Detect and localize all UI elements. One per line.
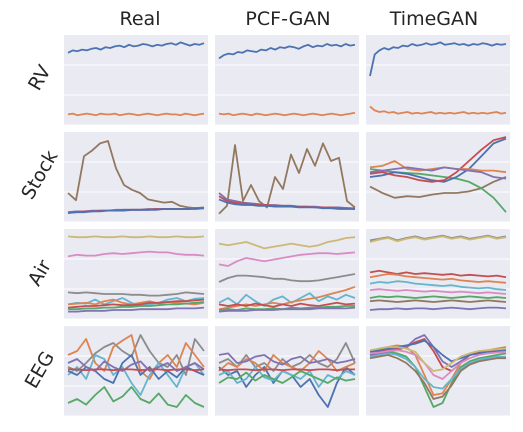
series-line-7 xyxy=(218,368,355,372)
series-line-6 xyxy=(218,352,356,366)
series-line-4 xyxy=(218,292,356,307)
series-line-7 xyxy=(68,368,205,372)
series-line-4 xyxy=(369,273,507,284)
series-line-8 xyxy=(369,299,507,303)
column-titles: Real PCF-GAN TimeGAN xyxy=(120,8,479,30)
row-label-stock: Stock xyxy=(17,147,62,204)
series-line-3 xyxy=(369,269,507,279)
series-line-5 xyxy=(369,352,506,390)
panel-air-pcf-gan xyxy=(215,229,359,320)
series-line-1 xyxy=(67,235,205,239)
series-line-1 xyxy=(218,43,356,60)
panel-air-real xyxy=(64,229,208,320)
series-line-7 xyxy=(68,301,205,311)
series-line-9 xyxy=(369,346,507,372)
series-line-2 xyxy=(369,235,507,243)
series-line-3 xyxy=(218,273,356,283)
series-line-5 xyxy=(369,280,507,291)
series-line-4 xyxy=(67,354,205,396)
series-line-8 xyxy=(218,306,356,313)
series-line-2 xyxy=(218,111,356,117)
column-title-timegan: TimeGAN xyxy=(389,8,478,30)
series-line-1 xyxy=(369,41,507,77)
series-line-2 xyxy=(67,334,205,376)
series-line-2 xyxy=(218,342,356,372)
panel-stock-timegan xyxy=(366,132,510,223)
panel-background xyxy=(64,35,208,125)
series-line-2 xyxy=(218,251,356,267)
panel-grid xyxy=(64,35,510,417)
series-line-9 xyxy=(369,306,507,311)
panel-background xyxy=(366,35,510,125)
panel-rv-real xyxy=(64,35,208,126)
series-line-3 xyxy=(67,334,205,380)
series-line-1 xyxy=(369,350,507,408)
panel-rv-timegan xyxy=(366,35,510,126)
series-line-7 xyxy=(369,354,506,400)
series-line-4 xyxy=(218,366,356,388)
series-line-7 xyxy=(369,295,507,299)
row-label-eeg: EEG xyxy=(21,348,59,393)
column-title-pcf-gan: PCF-GAN xyxy=(245,8,330,30)
row-label-rv: RV xyxy=(24,62,56,95)
series-line-1 xyxy=(67,140,205,210)
panel-eeg-timegan xyxy=(366,326,510,417)
panel-stock-real xyxy=(64,132,208,223)
series-line-1 xyxy=(218,142,356,215)
series-line-4 xyxy=(369,136,507,183)
panel-eeg-pcf-gan xyxy=(215,326,359,417)
series-line-2 xyxy=(369,105,507,115)
series-line-8 xyxy=(369,349,507,380)
panel-air-timegan xyxy=(366,229,510,320)
series-line-1 xyxy=(67,386,205,408)
series-line-4 xyxy=(218,198,355,210)
row-label-air: Air xyxy=(24,256,56,290)
panel-rv-pcf-gan xyxy=(215,35,359,126)
series-line-8 xyxy=(68,306,205,313)
series-line-6 xyxy=(369,166,507,180)
series-line-6 xyxy=(67,298,205,309)
series-line-1 xyxy=(218,236,356,250)
series-line-1 xyxy=(369,176,507,199)
series-line-4 xyxy=(67,207,205,214)
panel-eeg-real xyxy=(64,326,208,417)
panel-background xyxy=(215,35,359,125)
panel-stock-pcf-gan xyxy=(215,132,359,223)
series-line-2 xyxy=(67,112,205,117)
series-line-6 xyxy=(218,301,356,308)
row-labels: RV Stock Air EEG xyxy=(17,62,62,393)
series-line-1 xyxy=(67,41,205,54)
series-line-3 xyxy=(67,291,205,297)
series-line-5 xyxy=(218,370,356,384)
series-line-2 xyxy=(67,250,205,258)
column-title-real: Real xyxy=(120,8,161,30)
series-line-6 xyxy=(369,288,507,295)
panel-background xyxy=(215,326,359,416)
